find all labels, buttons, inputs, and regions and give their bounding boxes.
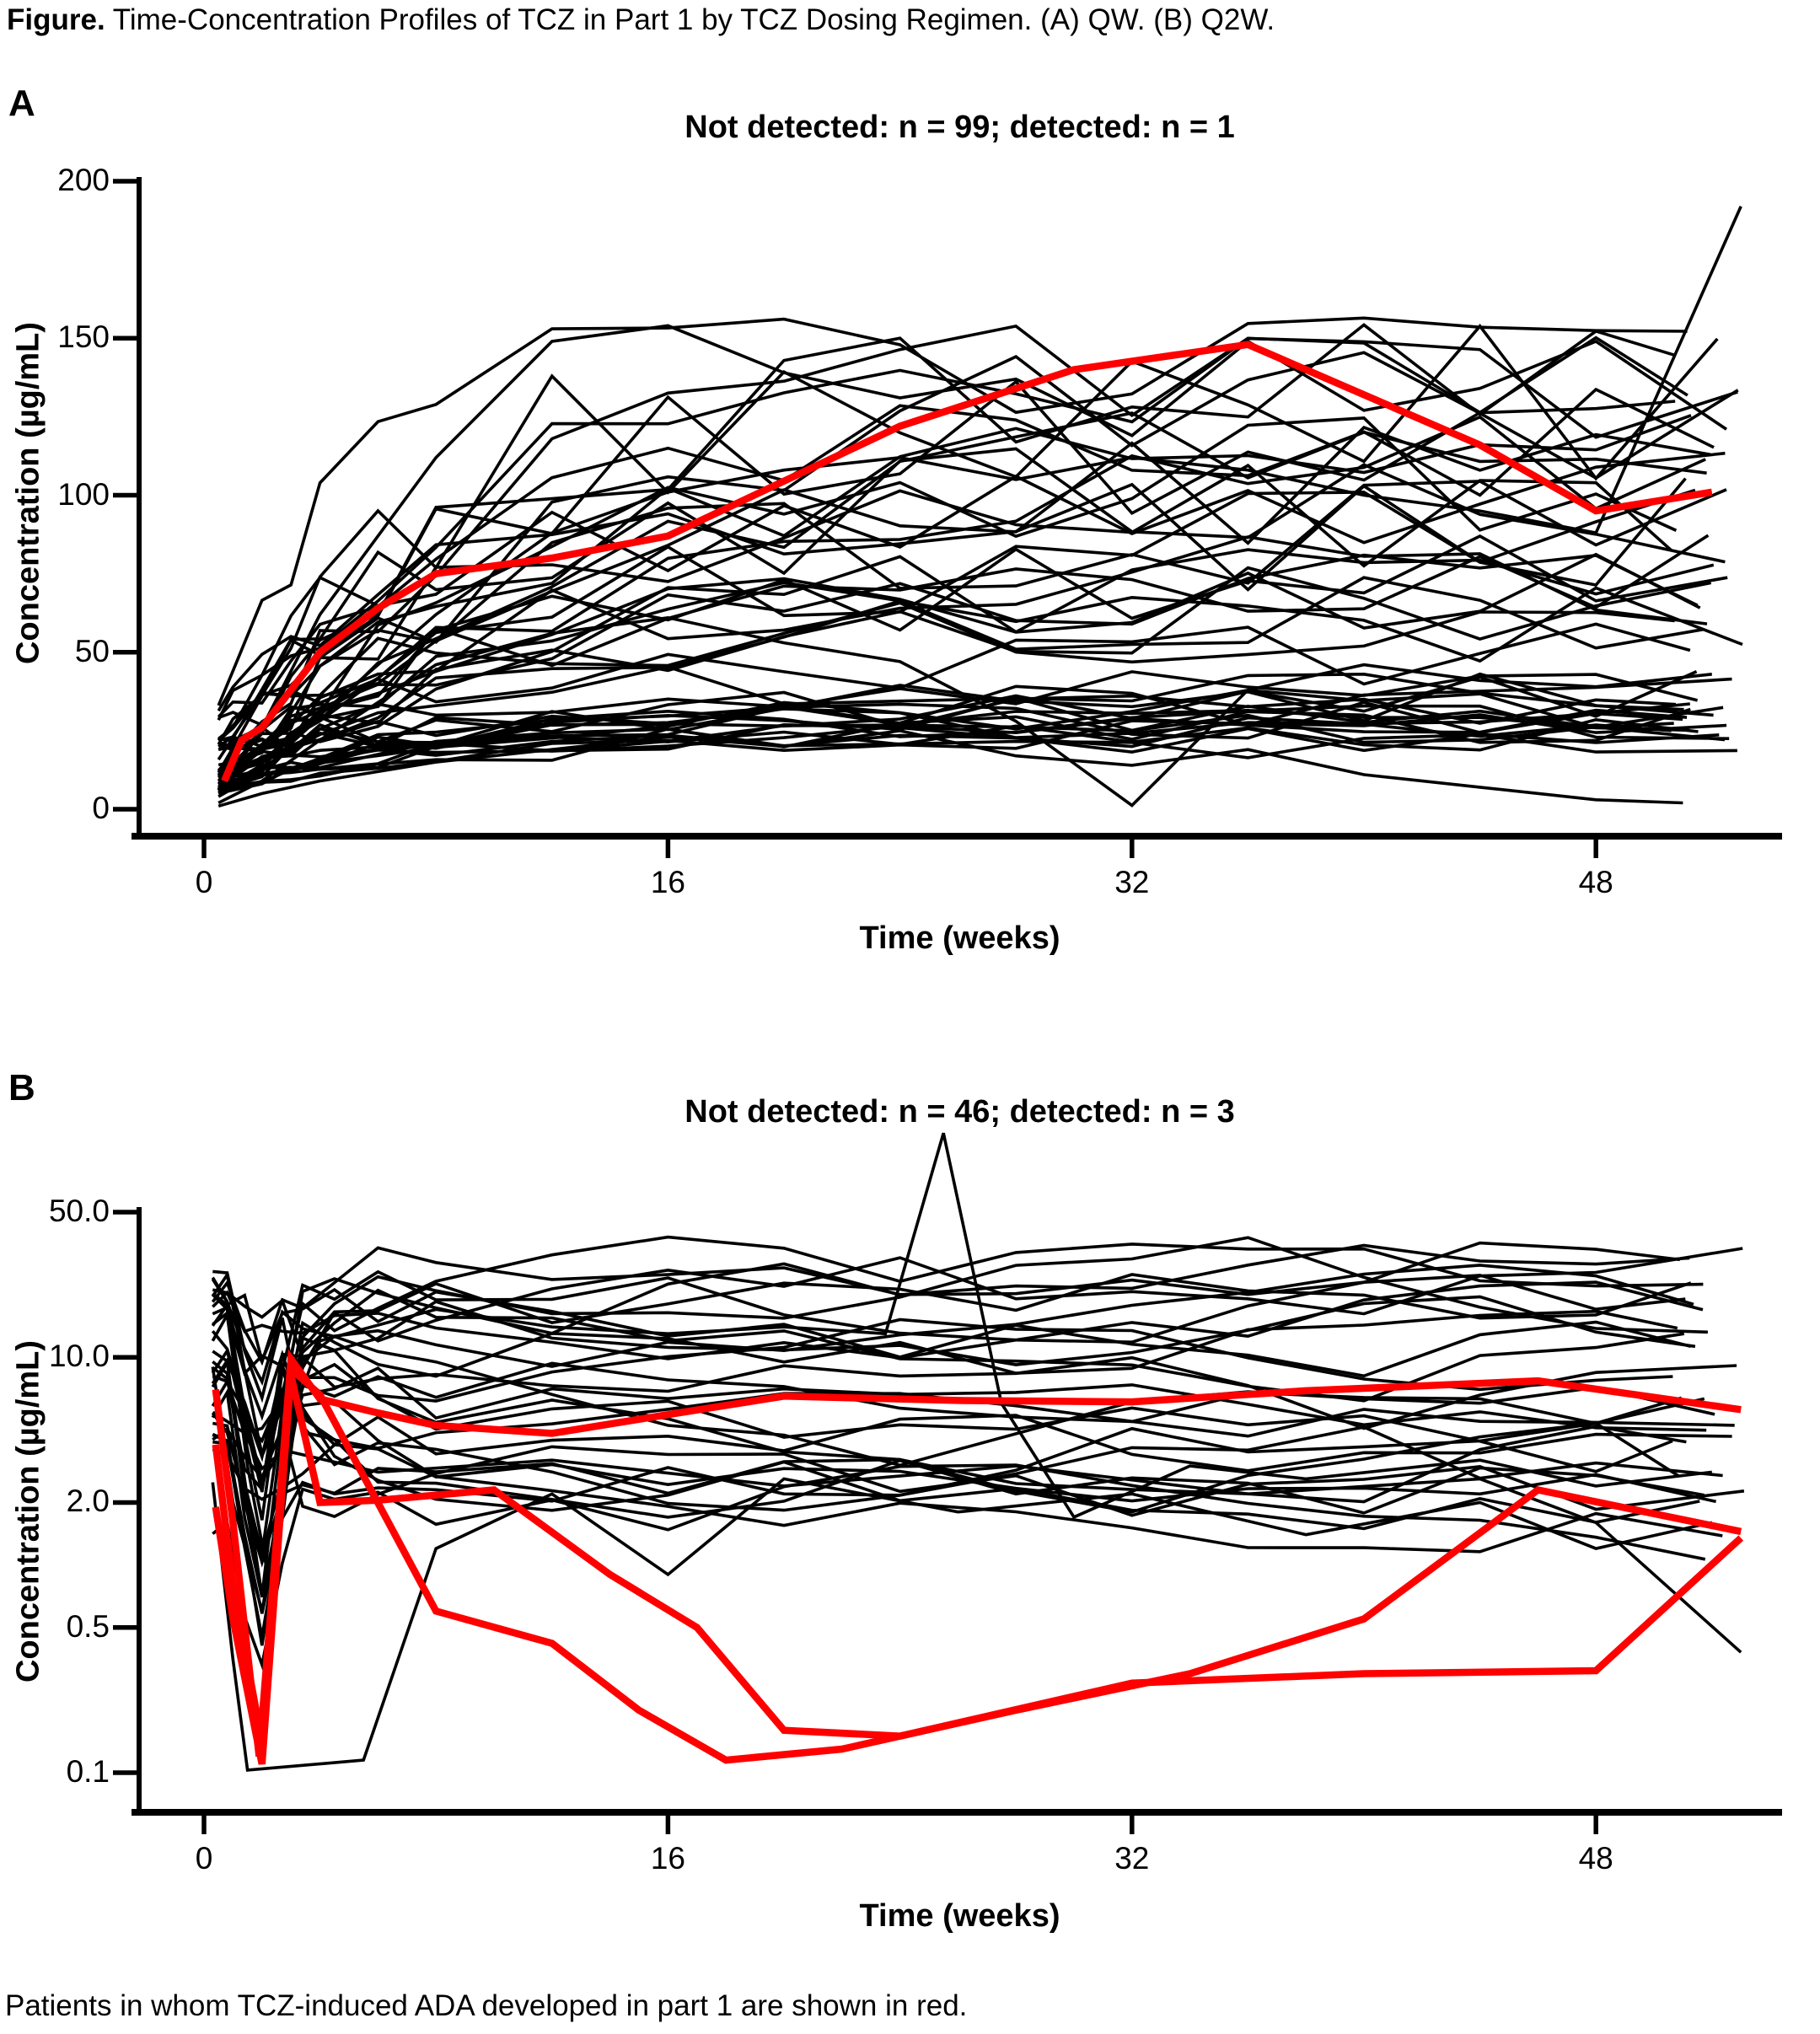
x-tick-label: 32 — [1114, 1841, 1150, 1876]
patient-line — [211, 1295, 1696, 1598]
patient-line — [217, 324, 1688, 777]
y-tick-label: 0 — [92, 791, 110, 825]
patient-line — [212, 1288, 1737, 1430]
patient-line — [211, 1236, 1708, 1562]
patient-line — [217, 336, 1738, 740]
y-tick-label: 2.0 — [66, 1484, 110, 1519]
patient-line — [212, 1305, 1723, 1554]
patient-line — [217, 477, 1687, 776]
patient-line — [211, 1329, 1705, 1519]
ada-patient-line — [212, 1349, 1742, 1757]
panel-b-x-axis-title: Time (weeks) — [859, 1898, 1060, 1934]
panel-a-title: Not detected: n = 99; detected: n = 1 — [685, 110, 1235, 145]
figure-title-caption: Time-Concentration Profiles of TCZ in Pa… — [105, 3, 1275, 36]
y-tick-label: 0.1 — [66, 1754, 110, 1790]
patient-line — [211, 1362, 1673, 1473]
x-tick-label: 16 — [650, 1841, 685, 1876]
patient-line — [217, 696, 1724, 795]
patient-line — [217, 713, 1726, 786]
x-tick-label: 48 — [1578, 1841, 1613, 1876]
patient-line — [212, 1247, 1743, 1485]
x-tick-label: 32 — [1114, 865, 1150, 899]
footnote: Patients in whom TCZ-induced ADA develop… — [5, 1989, 968, 2022]
patient-line — [217, 688, 1674, 795]
patient-line — [217, 615, 1712, 808]
x-tick-label: 0 — [195, 1841, 213, 1876]
panel-a-label: A — [8, 83, 35, 124]
patient-line — [217, 316, 1688, 706]
y-tick-label: 100 — [57, 476, 110, 512]
patient-line — [217, 415, 1706, 779]
y-tick-label: 0.5 — [66, 1608, 110, 1644]
figure-title: Figure. Time-Concentration Profiles of T… — [7, 3, 1275, 37]
patient-line — [211, 1301, 1732, 1473]
patient-line — [212, 1280, 1704, 1360]
patient-line — [211, 1477, 1713, 1772]
patient-line — [217, 670, 1699, 775]
y-tick-label: 150 — [57, 319, 110, 355]
y-tick-label: 200 — [57, 163, 110, 197]
patient-line — [212, 1318, 1673, 1461]
figure-title-label: Figure. — [7, 3, 105, 36]
x-tick-label: 0 — [195, 865, 213, 899]
patient-line — [217, 534, 1728, 786]
patient-line — [217, 324, 1728, 792]
patient-line — [212, 1269, 1686, 1521]
patient-line — [217, 323, 1675, 772]
patient-line — [217, 387, 1715, 718]
patient-line — [212, 1310, 1723, 1512]
y-tick-label: 10.0 — [48, 1339, 110, 1374]
patient-line — [217, 534, 1710, 773]
patient-line — [217, 206, 1742, 798]
patient-line — [212, 1269, 1735, 1450]
x-tick-label: 48 — [1578, 865, 1613, 899]
panel-b-title: Not detected: n = 46; detected: n = 3 — [685, 1094, 1235, 1130]
patient-line — [212, 1287, 1692, 1378]
patient-line — [211, 1366, 1742, 1654]
patient-line — [217, 586, 1743, 795]
panel-b-label: B — [8, 1067, 35, 1108]
patient-line — [217, 379, 1676, 774]
x-tick-label: 16 — [650, 865, 685, 899]
patient-line — [217, 426, 1711, 791]
y-tick-label: 50.0 — [48, 1194, 110, 1228]
panel-a-x-axis-title: Time (weeks) — [859, 920, 1060, 956]
patient-line — [217, 729, 1683, 808]
ada-patient-line — [221, 341, 1713, 783]
ada-patient-line — [212, 1360, 1742, 1765]
patient-line — [217, 713, 1727, 796]
patient-line — [212, 1243, 1690, 1555]
patient-line — [217, 324, 1719, 746]
y-tick-label: 50 — [74, 633, 110, 668]
ada-patient-line — [212, 1374, 1744, 1743]
